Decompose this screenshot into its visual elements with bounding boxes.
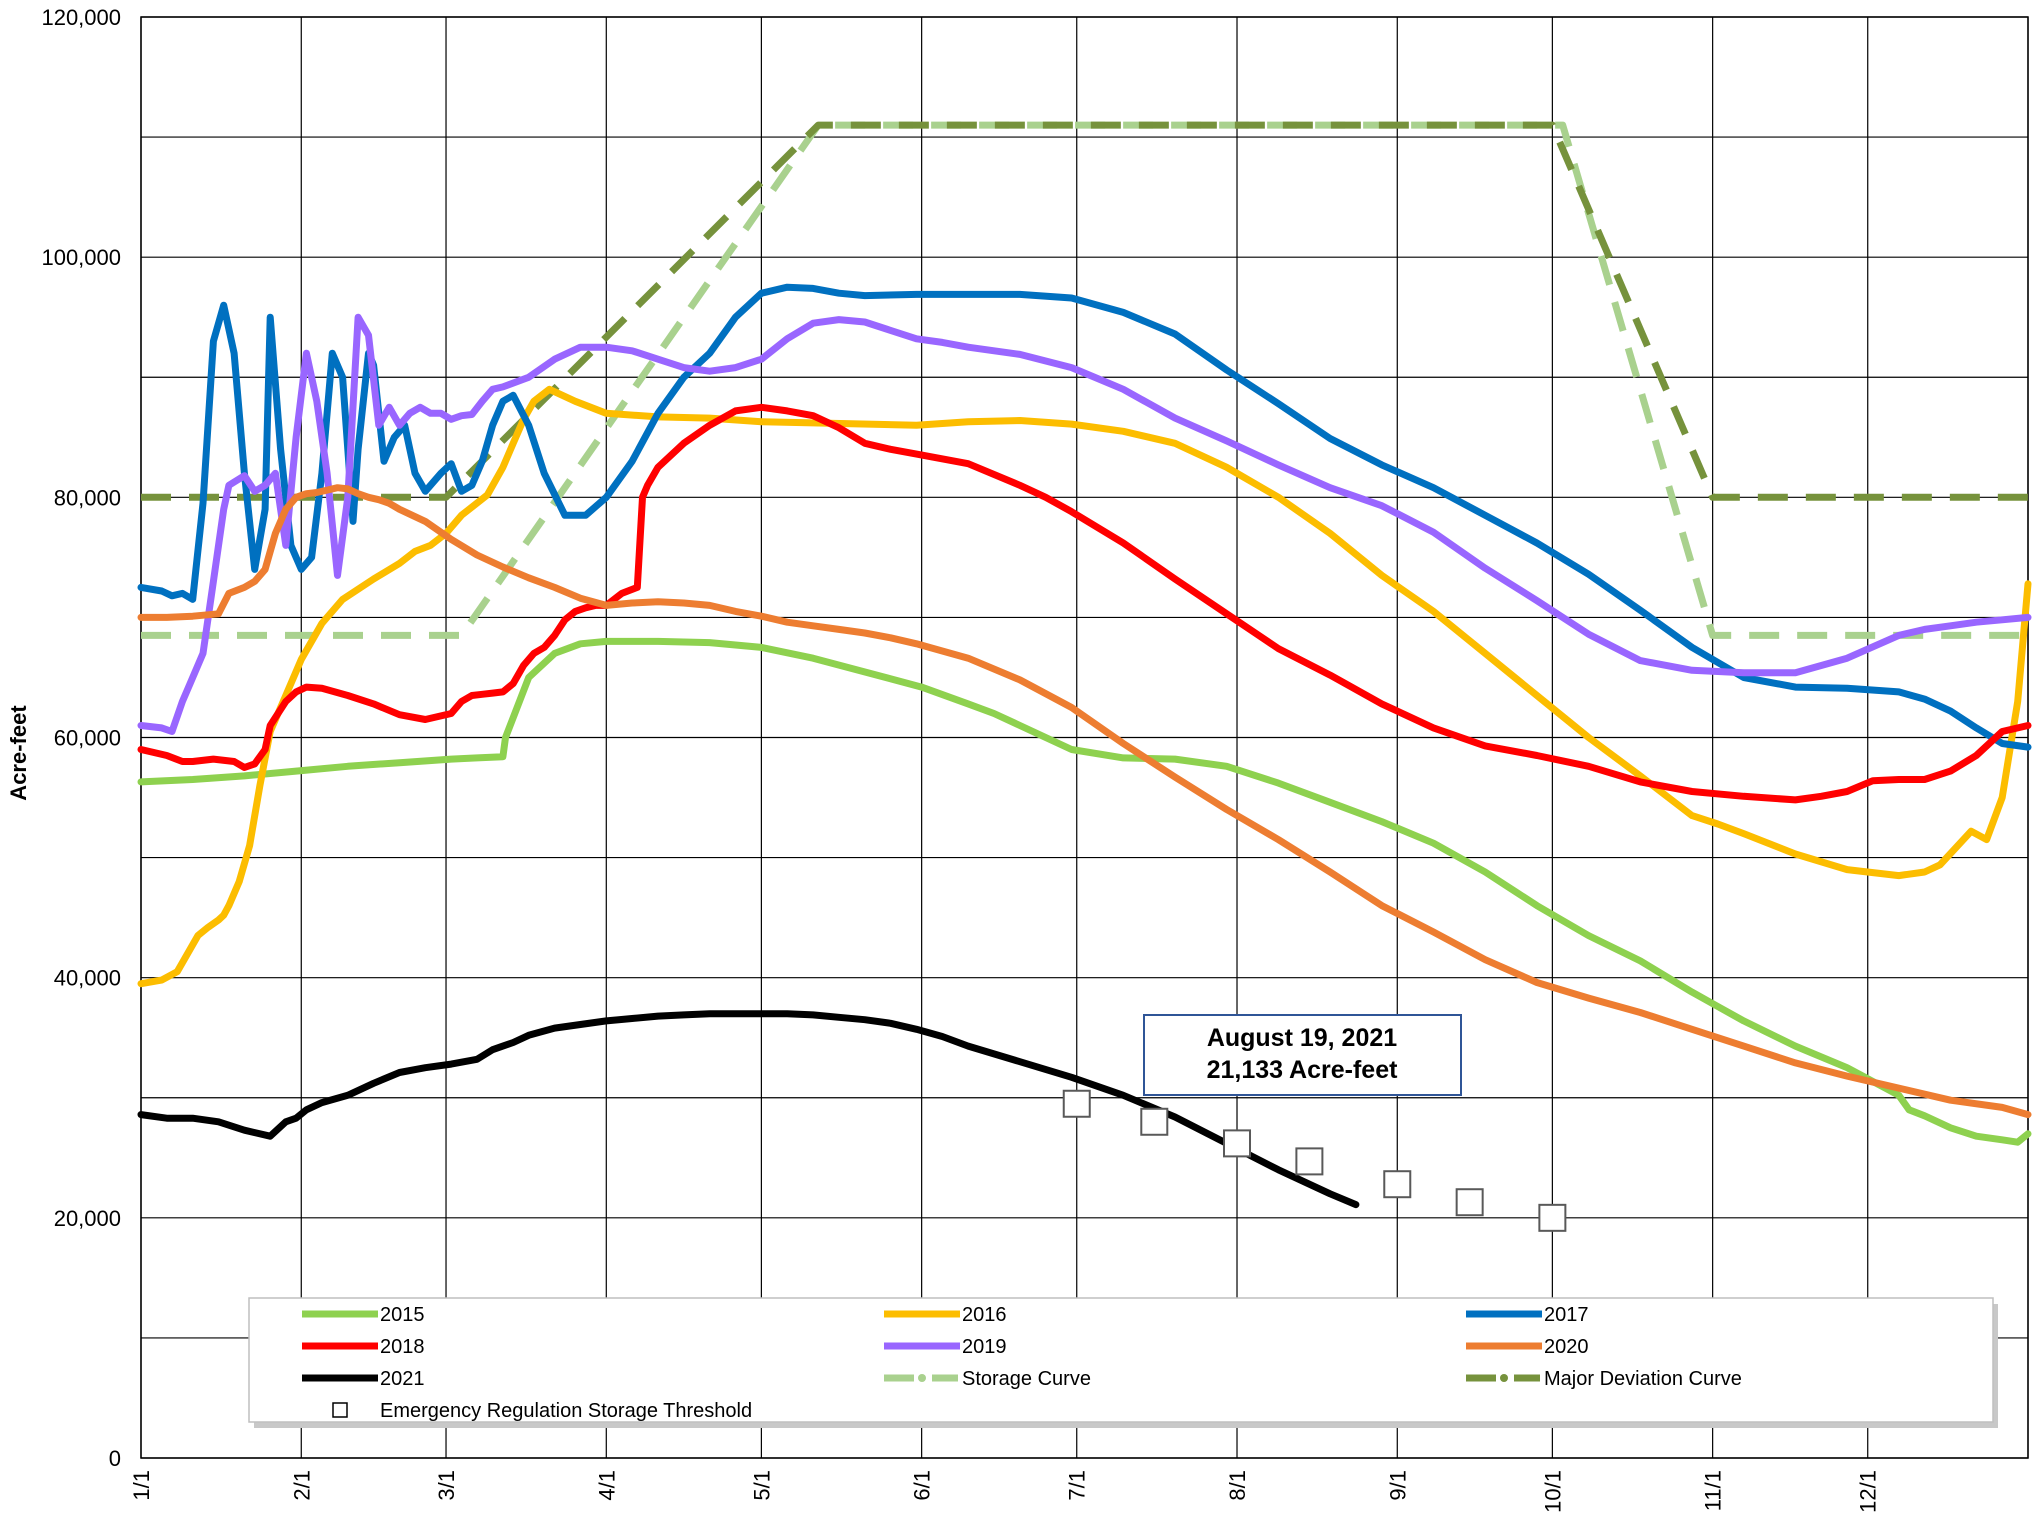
legend-label: 2017: [1544, 1304, 1589, 1326]
legend-label: 2016: [962, 1304, 1007, 1326]
series-line-2016: [137, 385, 2032, 988]
threshold-marker: [1383, 1170, 1412, 1199]
legend-label: 2018: [380, 1336, 425, 1358]
y-tick-label: 100,000: [41, 245, 121, 270]
y-axis-title: Acre-feet: [6, 705, 31, 801]
legend-label: 2015: [380, 1304, 425, 1326]
series-line-2017: [137, 283, 2032, 751]
plot-border: [140, 16, 2029, 1459]
y-tick-label: 60,000: [54, 726, 121, 751]
legend-label: Major Deviation Curve: [1544, 1368, 1742, 1390]
threshold-marker: [1223, 1129, 1252, 1158]
x-tick-label: 9/1: [1385, 1470, 1410, 1501]
legend-label: 2021: [380, 1368, 425, 1390]
series-layer: [137, 121, 2032, 1209]
y-tick-label: 40,000: [54, 966, 121, 991]
series-line-2018: [137, 403, 2032, 804]
threshold-marker: [1140, 1107, 1169, 1136]
threshold-markers: [1062, 1089, 1567, 1232]
y-tick-label: 120,000: [41, 5, 121, 30]
x-tick-label: 4/1: [594, 1470, 619, 1501]
x-tick-label: 7/1: [1065, 1470, 1090, 1501]
x-axis-labels: 1/1 2/1 3/1 4/1 5/1 6/1 7/1 8/1 9/1 10/1 11/1 12/1: [129, 1470, 1881, 1513]
annotation-volume: 21,133 Acre-feet: [1207, 1056, 1399, 1084]
y-tick-label: 0: [109, 1446, 121, 1471]
series-line-2015: [137, 637, 2032, 1146]
x-tick-label: 2/1: [289, 1470, 314, 1501]
x-tick-label: 3/1: [434, 1470, 459, 1501]
legend-swatch: [332, 1402, 348, 1418]
legend-label: Emergency Regulation Storage Threshold: [380, 1400, 752, 1422]
x-tick-label: 10/1: [1540, 1470, 1565, 1513]
legend-label: 2020: [1544, 1336, 1589, 1358]
y-tick-label: 20,000: [54, 1206, 121, 1231]
date-annotation-box: August 19, 2021 21,133 Acre-feet: [1143, 1014, 1462, 1096]
x-tick-label: 12/1: [1856, 1470, 1881, 1513]
legend-swatch-dot: [1500, 1374, 1508, 1382]
threshold-marker: [1455, 1188, 1484, 1217]
legend-label: Storage Curve: [962, 1368, 1091, 1390]
legend-label: 2019: [962, 1336, 1007, 1358]
x-tick-label: 1/1: [129, 1470, 154, 1501]
y-axis-labels: 0 20,000 40,000 60,000 80,000 100,000 120,000: [41, 5, 121, 1471]
legend-swatch-dot: [918, 1374, 926, 1382]
threshold-marker: [1295, 1147, 1324, 1176]
threshold-marker: [1062, 1089, 1091, 1118]
annotation-date: August 19, 2021: [1207, 1024, 1397, 1052]
series-line-2020: [137, 484, 2032, 1119]
x-tick-label: 11/1: [1701, 1470, 1726, 1511]
threshold-marker: [1538, 1203, 1567, 1232]
series-line-2021: [137, 1010, 1360, 1209]
series-line-major-deviation-curve: [141, 121, 2028, 501]
y-tick-label: 80,000: [54, 485, 121, 510]
x-tick-label: 6/1: [910, 1470, 935, 1501]
legend: 2015 2016 2017 2018 2019 2020 2021 Storage Curv…: [248, 1297, 1998, 1428]
x-tick-label: 8/1: [1225, 1470, 1250, 1501]
x-tick-label: 5/1: [749, 1470, 774, 1501]
